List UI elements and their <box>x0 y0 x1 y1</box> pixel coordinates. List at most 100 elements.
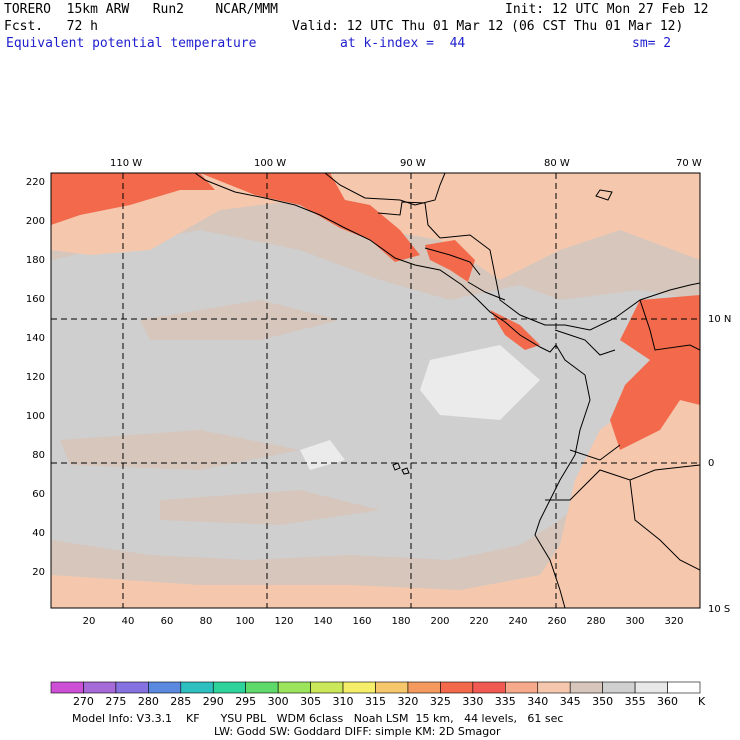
x-tick-label: 180 <box>391 616 410 627</box>
smoothing-value: sm= 2 <box>632 36 672 51</box>
y-tick-label: 100 <box>26 411 45 422</box>
field-name: Equivalent potential temperature <box>6 36 257 51</box>
x-tick-label: 320 <box>664 616 683 627</box>
lon-label-70w: 70 W <box>676 158 702 169</box>
x-tick-label: 20 <box>83 616 96 627</box>
colorbar-label: 270 <box>73 695 94 708</box>
colorbar-swatch <box>407 681 441 694</box>
y-tick-label: 220 <box>26 177 45 188</box>
colorbar-label: 325 <box>430 695 451 708</box>
x-tick-label: 140 <box>313 616 332 627</box>
x-tick-label: 240 <box>508 616 527 627</box>
field-tan-streak-2 <box>60 430 300 470</box>
colorbar-label: 300 <box>268 695 289 708</box>
theta-e-map: 110 W 100 W 90 W 80 W 70 W 10 N 0 10 S 2… <box>26 158 731 627</box>
colorbar-swatch <box>115 681 149 694</box>
coast-mexico <box>194 173 557 353</box>
colorbar-swatch <box>602 681 636 694</box>
border-colombia-venezuela <box>639 299 700 351</box>
field-salmon-south <box>51 380 700 608</box>
coastlines <box>194 173 700 608</box>
colorbar-label: 280 <box>138 695 159 708</box>
y-tick-label: 160 <box>26 294 45 305</box>
colorbar-swatch <box>277 681 311 694</box>
colorbar-swatches <box>50 681 701 694</box>
colorbar-swatch <box>310 681 344 694</box>
forecast-hour: Fcst. 72 h <box>4 19 98 34</box>
border-peru-brazil <box>629 479 700 571</box>
colorbar-swatch <box>148 681 182 694</box>
footer-physics-info: LW: Godd SW: Goddard DIFF: simple KM: 2D… <box>214 725 501 738</box>
field-red-mexico <box>200 173 420 262</box>
border-central-2 <box>467 281 506 301</box>
field-tan-south <box>51 440 700 608</box>
field-tan-streak-3 <box>160 490 380 525</box>
coast-pacific-south <box>534 344 591 608</box>
colorbar-label: 355 <box>625 695 646 708</box>
colorbar-swatch <box>634 681 668 694</box>
lon-label-100w: 100 W <box>254 158 286 169</box>
colorbar-label: 320 <box>397 695 418 708</box>
level-index: at k-index = 44 <box>340 36 466 51</box>
coast-caribbean <box>439 234 700 331</box>
colorbar-label: 275 <box>105 695 126 708</box>
y-tick-label: 120 <box>26 372 45 383</box>
colorbar-swatch <box>667 681 701 694</box>
field-white-patch-1 <box>420 345 540 420</box>
colorbar-label: 285 <box>170 695 191 708</box>
init-time: Init: 12 UTC Mon 27 Feb 12 <box>505 2 709 17</box>
x-tick-label: 220 <box>469 616 488 627</box>
border-central-1 <box>424 247 481 276</box>
y-tick-labels: 220 200 180 160 140 120 100 80 60 40 20 <box>26 177 45 578</box>
valid-time: Valid: 12 UTC Thu 01 Mar 12 (06 CST Thu … <box>292 19 684 34</box>
colorbar-swatch <box>472 681 506 694</box>
x-tick-label: 100 <box>235 616 254 627</box>
map-frame <box>50 172 701 609</box>
x-tick-label: 120 <box>274 616 293 627</box>
x-tick-label: 40 <box>122 616 135 627</box>
model-title: TORERO 15km ARW Run2 NCAR/MMM <box>4 2 278 17</box>
field-tan-streak-1 <box>140 300 340 340</box>
lon-label-90w: 90 W <box>400 158 426 169</box>
border-colombia-ecuador <box>569 444 621 461</box>
x-tick-label: 300 <box>625 616 644 627</box>
galapagos <box>392 462 410 475</box>
colorbar-label: 290 <box>203 695 224 708</box>
colorbar-swatch <box>569 681 603 694</box>
colorbar-label: 310 <box>333 695 354 708</box>
y-tick-label: 180 <box>26 255 45 266</box>
lon-label-110w: 110 W <box>110 158 142 169</box>
y-tick-label: 80 <box>32 450 45 461</box>
border-panama <box>554 329 616 356</box>
colorbar-label: 345 <box>560 695 581 708</box>
colorbar-label: 330 <box>462 695 483 708</box>
field-red-colombia <box>610 295 700 450</box>
graticule <box>51 173 700 608</box>
footer-model-info: Model Info: V3.3.1 KF YSU PBL WDM 6class… <box>72 712 564 725</box>
right-lat-labels: 10 N 0 10 S <box>708 314 731 615</box>
y-tick-label: 40 <box>32 528 45 539</box>
field-red-nw <box>51 173 215 225</box>
colorbar-swatch <box>83 681 117 694</box>
colorbar-swatch <box>342 681 376 694</box>
x-tick-label: 280 <box>586 616 605 627</box>
colorbar-swatch <box>245 681 279 694</box>
colorbar-swatch <box>375 681 409 694</box>
lon-label-80w: 80 W <box>544 158 570 169</box>
colorbar-swatch <box>50 681 84 694</box>
y-tick-label: 20 <box>32 567 45 578</box>
colorbar-labels: 270 275 280 285 290 295 300 305 310 315 320 325 330 3… <box>73 695 678 708</box>
colorbar-swatch <box>440 681 474 694</box>
top-lon-labels: 110 W 100 W 90 W 80 W 70 W <box>110 158 702 169</box>
colorbar-label: 360 <box>657 695 678 708</box>
border-mexico-guatemala <box>377 201 441 239</box>
border-ecuador-peru <box>545 464 700 501</box>
colorbar-swatch <box>504 681 539 694</box>
y-tick-label: 140 <box>26 333 45 344</box>
lat-label-10s: 10 S <box>708 604 730 615</box>
x-tick-labels: 20 40 60 80 100 120 140 160 180 200 220 … <box>83 616 684 627</box>
colorbar-swatch <box>212 681 247 694</box>
map-panel: 110 W 100 W 90 W 80 W 70 W 10 N 0 10 S 2… <box>0 150 740 630</box>
x-tick-label: 200 <box>430 616 449 627</box>
field-red-central <box>425 240 475 282</box>
